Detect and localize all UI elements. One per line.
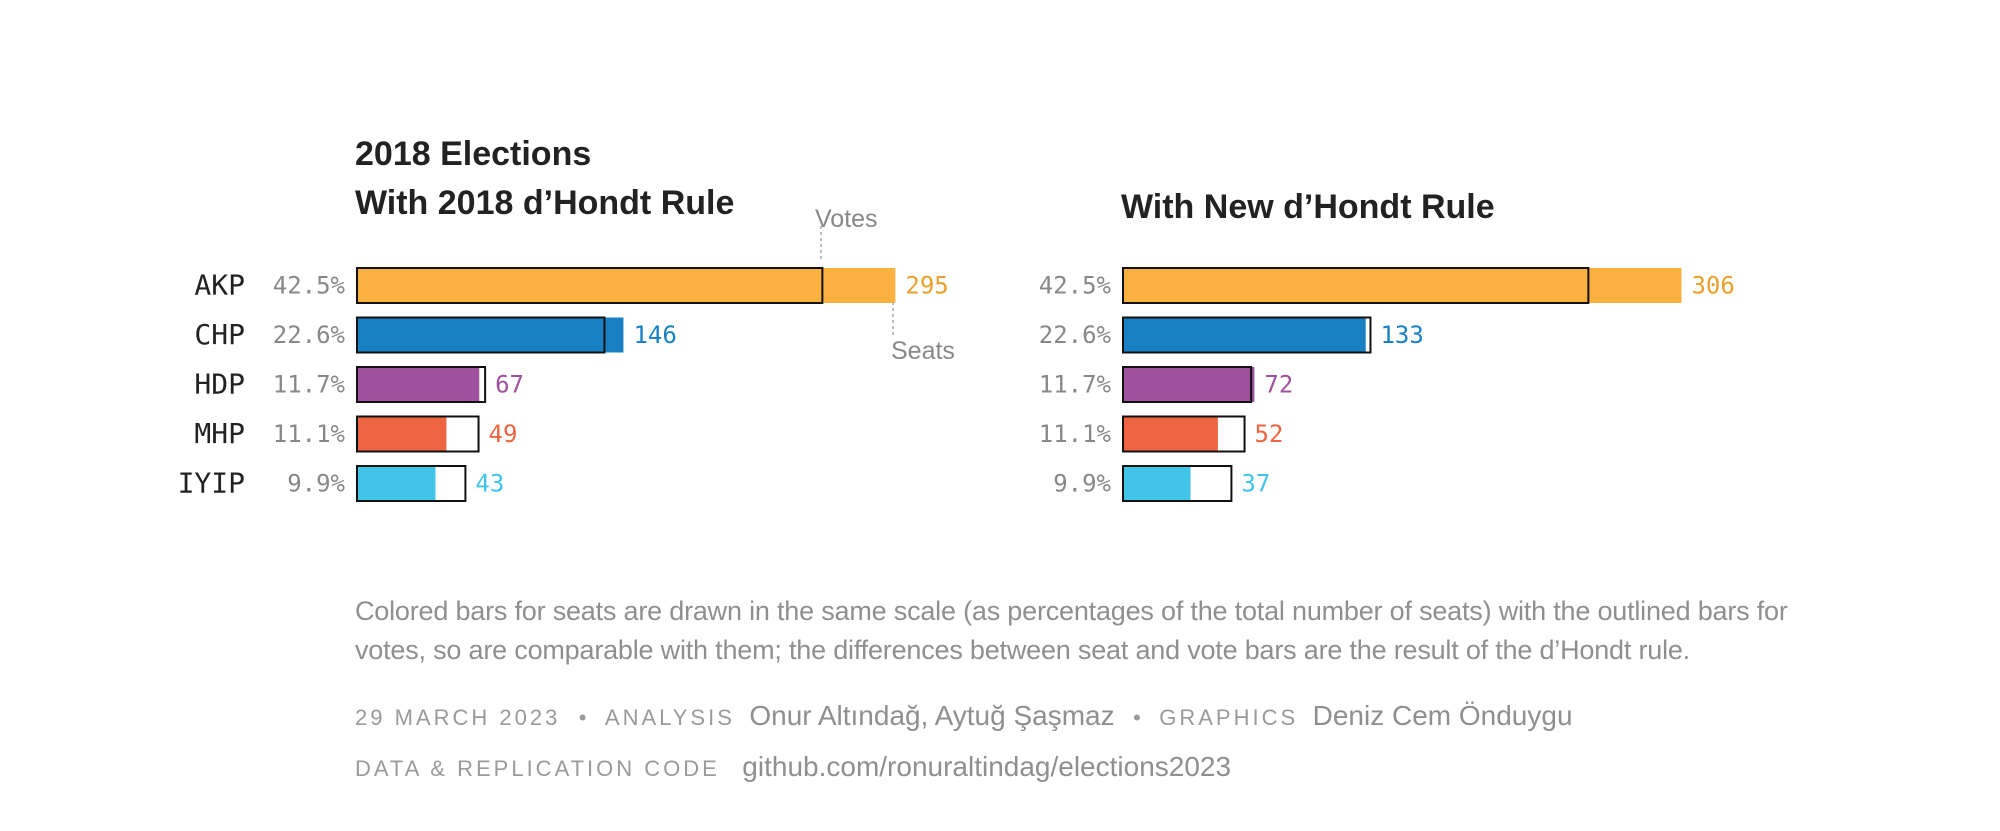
vote-bar-outline-akp bbox=[1122, 267, 1590, 304]
vote-share-label: 22.6% bbox=[1039, 321, 1112, 349]
data-row: Data & Replication Code github.com/ronur… bbox=[355, 751, 1231, 783]
seat-bar-akp bbox=[1123, 268, 1682, 303]
seat-count-label: 67 bbox=[495, 371, 524, 399]
vote-share-label: 22.6% bbox=[273, 321, 346, 349]
vote-share-label: 42.5% bbox=[1039, 272, 1112, 300]
seat-bar-mhp bbox=[1123, 416, 1218, 452]
seat-count-label: 295 bbox=[905, 272, 948, 300]
bars-2018-rule: AKP 42.5% 295 CHP 22.6% 146 HDP 11.7% 67 MHP 11.1%… bbox=[178, 267, 949, 502]
date-label: 29 March 2023 bbox=[355, 705, 561, 730]
vote-share-label: 11.1% bbox=[273, 420, 346, 448]
seat-bar-chp bbox=[357, 317, 624, 353]
vote-bar-outline-iyip bbox=[356, 465, 467, 502]
seat-count-label: 306 bbox=[1691, 272, 1734, 300]
vote-bar-outline-mhp bbox=[1122, 415, 1246, 453]
graphics-label: Graphics bbox=[1159, 705, 1299, 730]
chart-title: With New d’Hondt Rule bbox=[1121, 188, 1495, 226]
seat-count-label: 52 bbox=[1255, 420, 1284, 448]
vote-bar-outline-hdp bbox=[1122, 366, 1253, 403]
seat-count-label: 146 bbox=[633, 321, 676, 349]
seat-bar-iyip bbox=[1123, 466, 1191, 501]
vote-share-label: 11.7% bbox=[1039, 371, 1112, 399]
seat-bar-akp bbox=[357, 268, 896, 303]
seat-count-label: 133 bbox=[1380, 321, 1423, 349]
vote-share-label: 11.1% bbox=[1039, 420, 1112, 448]
party-label-hdp: HDP bbox=[194, 368, 245, 401]
bars-new-rule: 42.5% 306 22.6% 133 11.7% 72 11.1% 52 9.9% 37 bbox=[1039, 267, 1735, 502]
vote-bar-outline-chp bbox=[1122, 316, 1372, 354]
analysis-label: Analysis bbox=[604, 705, 735, 730]
seat-bar-chp bbox=[1123, 317, 1366, 353]
vote-bar-outline-chp bbox=[356, 316, 606, 354]
chart-title: 2018 Elections bbox=[355, 135, 591, 173]
seat-bar-iyip bbox=[357, 466, 436, 501]
credits-row: 29 March 2023 • Analysis Onur Altındağ, … bbox=[355, 700, 1573, 732]
seat-count-label: 49 bbox=[489, 420, 518, 448]
chart-subtitle: With 2018 d’Hondt Rule bbox=[355, 184, 734, 222]
analysis-authors: Onur Altındağ, Aytuğ Şaşmaz bbox=[749, 700, 1115, 731]
vote-bar-outline-hdp bbox=[356, 366, 487, 403]
data-link[interactable]: github.com/ronuraltindag/elections2023 bbox=[742, 751, 1232, 782]
chart-note: Colored bars for seats are drawn in the … bbox=[355, 596, 1788, 665]
separator-dot: • bbox=[578, 705, 587, 730]
seat-count-label: 43 bbox=[475, 470, 504, 498]
vote-bar-outline-iyip bbox=[1122, 465, 1233, 502]
seats-annotation: Seats bbox=[891, 337, 955, 365]
party-label-iyip: IYIP bbox=[178, 467, 245, 500]
party-label-chp: CHP bbox=[194, 318, 245, 351]
chart-panel-2018-rule: 2018 Elections With 2018 d’Hondt Rule AK… bbox=[178, 135, 955, 502]
data-label: Data & Replication Code bbox=[355, 756, 720, 781]
votes-annotation: Votes bbox=[815, 205, 878, 233]
seat-count-label: 72 bbox=[1264, 371, 1293, 399]
seat-bar-hdp bbox=[357, 367, 480, 402]
vote-bar-outline-akp bbox=[356, 267, 824, 304]
vote-bar-outline-mhp bbox=[356, 415, 480, 453]
vote-share-label: 9.9% bbox=[287, 470, 345, 498]
party-label-mhp: MHP bbox=[194, 417, 245, 450]
seat-bar-mhp bbox=[357, 416, 447, 452]
vote-share-label: 42.5% bbox=[273, 272, 346, 300]
graphics-author: Deniz Cem Önduygu bbox=[1312, 700, 1573, 731]
seat-bar-hdp bbox=[1123, 367, 1255, 402]
chart-panel-new-rule: With New d’Hondt Rule 42.5% 306 22.6% 133 11… bbox=[1039, 188, 1735, 502]
separator-dot: • bbox=[1133, 705, 1141, 730]
vote-share-label: 9.9% bbox=[1053, 470, 1111, 498]
seat-count-label: 37 bbox=[1241, 470, 1270, 498]
vote-share-label: 11.7% bbox=[273, 371, 346, 399]
party-label-akp: AKP bbox=[194, 269, 245, 302]
